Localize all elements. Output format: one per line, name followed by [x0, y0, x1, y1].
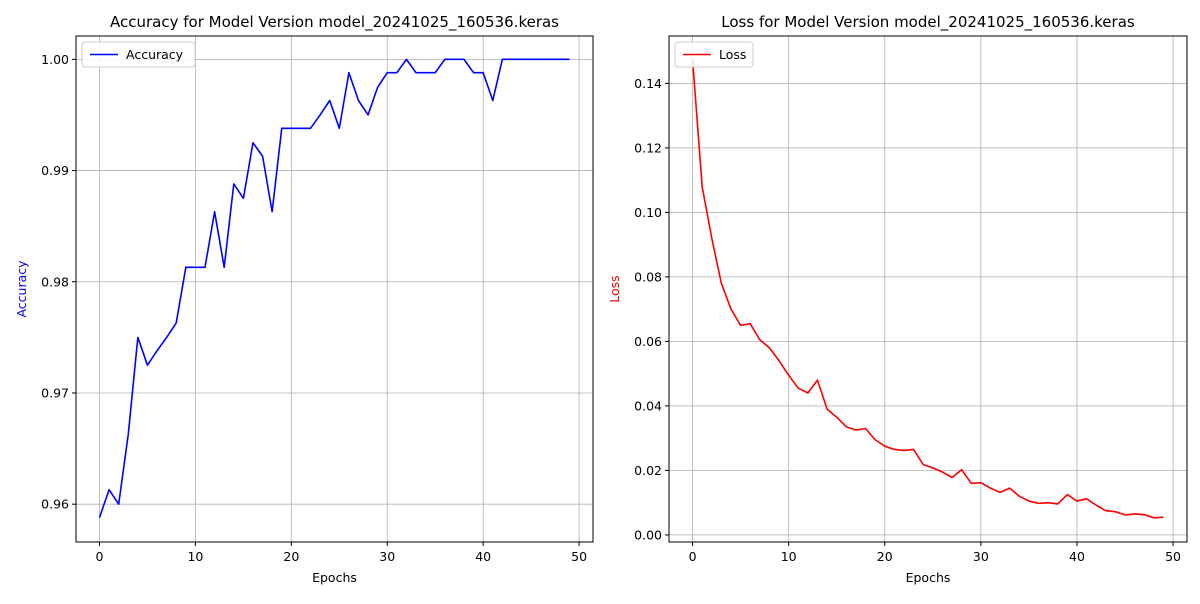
accuracy-x-tick-label: 20: [283, 549, 299, 564]
loss-axes-frame: [668, 35, 1188, 543]
loss-legend-label: Loss: [719, 47, 746, 62]
loss-y-tick-label: 0.00: [634, 527, 662, 542]
accuracy-x-axis-label: Epochs: [312, 570, 357, 585]
loss-x-tick-label: 40: [1069, 549, 1085, 564]
accuracy-x-tick-label: 10: [187, 549, 203, 564]
loss-x-tick-label: 0: [689, 549, 697, 564]
loss-x-tick-label: 50: [1165, 549, 1181, 564]
loss-series-line: [691, 59, 1164, 519]
accuracy-y-tick-label: 0.97: [41, 385, 69, 400]
accuracy-legend-box: [81, 41, 196, 68]
accuracy-y-tick-label: 0.98: [41, 274, 69, 289]
loss-panel: 0 10 20 30 40 50 0.00 0.02 0.04 0.06 0.08 0.10 0.12 0…: [607, 13, 1188, 585]
loss-y-tick-label: 0.14: [634, 76, 662, 91]
accuracy-x-tick-label: 30: [379, 549, 395, 564]
loss-y-tick-label: 0.02: [634, 463, 662, 478]
accuracy-x-tick-label: 40: [475, 549, 491, 564]
loss-chart-title: Loss for Model Version model_20241025_16…: [721, 13, 1135, 32]
accuracy-x-tick-label: 0: [96, 549, 104, 564]
loss-y-tick-label: 0.10: [634, 205, 662, 220]
accuracy-y-tick-label: 1.00: [41, 52, 69, 67]
loss-y-tick-label: 0.08: [634, 269, 662, 284]
loss-y-axis-label: Loss: [607, 275, 622, 302]
accuracy-x-tick-label: 50: [571, 549, 587, 564]
accuracy-legend-label: Accuracy: [126, 47, 184, 62]
loss-x-tick-label: 20: [877, 549, 893, 564]
accuracy-y-axis-label: Accuracy: [14, 260, 29, 318]
accuracy-axes-frame: [75, 35, 594, 543]
loss-legend: Loss: [674, 41, 754, 68]
loss-y-tick-label: 0.06: [634, 334, 662, 349]
accuracy-series-line: [98, 58, 570, 518]
accuracy-legend: Accuracy: [81, 41, 196, 68]
accuracy-y-tick-label: 0.99: [41, 163, 69, 178]
loss-y-tick-label: 0.04: [634, 398, 662, 413]
accuracy-panel: 0 10 20 30 40 50 0.96 0.97 0.98 0.99 1.00 Accuracy …: [14, 13, 594, 585]
loss-x-axis-label: Epochs: [906, 570, 951, 585]
accuracy-chart-title: Accuracy for Model Version model_2024102…: [110, 13, 559, 32]
loss-x-tick-label: 10: [781, 549, 797, 564]
accuracy-y-tick-label: 0.96: [41, 497, 69, 512]
loss-legend-box: [674, 41, 754, 68]
loss-y-tick-label: 0.12: [634, 140, 662, 155]
loss-x-tick-label: 30: [973, 549, 989, 564]
